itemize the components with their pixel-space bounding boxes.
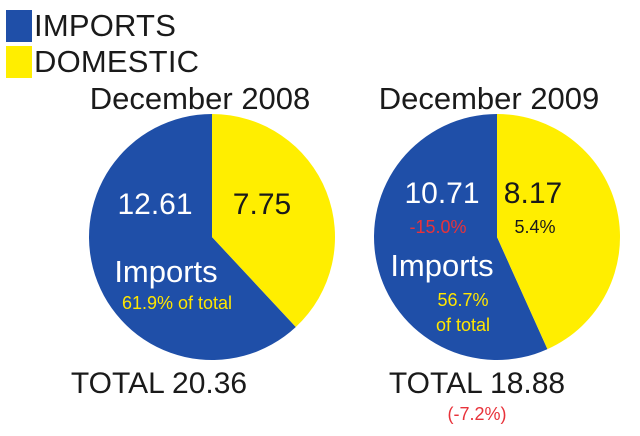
domestic-value-2008: 7.75 <box>233 188 291 221</box>
imports-value-2009: 10.71 <box>404 177 479 210</box>
chart-title-2009: December 2009 <box>379 81 600 116</box>
imports-share-2009: 56.7% <box>437 290 488 310</box>
domestic-change-2009: 5.4% <box>514 217 555 237</box>
pie-slice-imports-2009 <box>374 114 548 361</box>
imports-change-2009: -15.0% <box>409 217 466 237</box>
pie-slice-imports-2008 <box>89 114 296 360</box>
legend-domestic-swatch <box>6 46 32 78</box>
imports-share-2009-line2: of total <box>436 315 490 335</box>
total-2008: TOTAL 20.36 <box>71 367 247 400</box>
imports-word-2009: Imports <box>390 248 493 283</box>
domestic-value-2009: 8.17 <box>504 177 562 210</box>
chart-title-2008: December 2008 <box>90 81 311 116</box>
pie-slice-domestic-2009 <box>497 114 621 350</box>
total-2009: TOTAL 18.88 <box>389 367 565 400</box>
total-change-2009: (-7.2%) <box>447 404 506 424</box>
legend-imports-swatch <box>6 10 32 42</box>
legend-imports-label: IMPORTS <box>34 8 177 43</box>
imports-word-2008: Imports <box>114 254 217 289</box>
pie-slice-domestic-2008 <box>212 114 336 328</box>
pie-chart-2008: December 2008 12.61 7.75 Imports 61.9% o… <box>71 81 336 400</box>
legend-domestic-label: DOMESTIC <box>34 44 200 79</box>
legend-imports: IMPORTS <box>6 8 176 44</box>
legend-domestic: DOMESTIC <box>6 44 199 80</box>
pie-chart-2009: December 2009 10.71 -15.0% 8.17 5.4% Imp… <box>374 81 621 424</box>
imports-share-2008: 61.9% of total <box>122 293 232 313</box>
imports-value-2008: 12.61 <box>117 188 192 221</box>
